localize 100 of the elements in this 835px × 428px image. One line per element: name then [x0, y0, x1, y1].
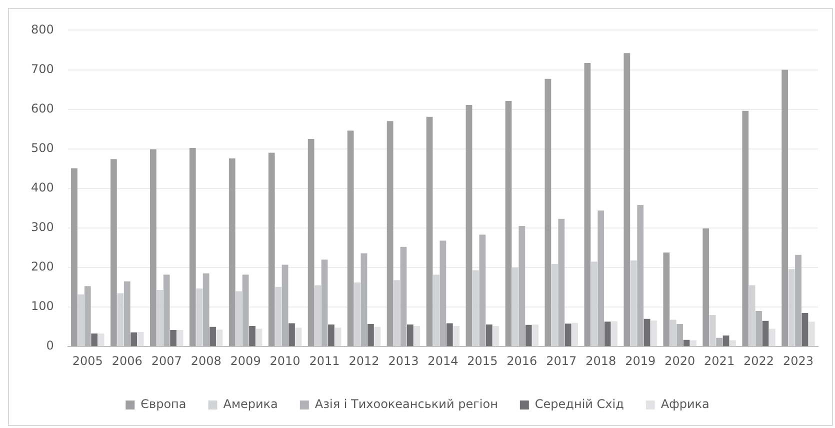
bar: [611, 321, 618, 346]
bar: [604, 322, 611, 346]
x-tick-label: 2022: [744, 354, 774, 368]
bar: [98, 334, 104, 346]
bar: [150, 149, 156, 346]
bar: [544, 78, 552, 346]
x-tick-label: 2012: [348, 354, 380, 368]
x-tick-label: 2005: [72, 354, 103, 368]
bar: [598, 210, 604, 346]
bar: [630, 260, 637, 346]
bar: [572, 322, 578, 346]
bar: [730, 340, 736, 346]
bar: [650, 320, 657, 346]
bar: [492, 326, 500, 346]
bar: [360, 253, 368, 346]
x-tick-label: 2020: [664, 354, 696, 368]
bar: [670, 320, 676, 346]
bar: [394, 280, 400, 346]
bar: [453, 326, 460, 346]
bar: [328, 324, 334, 346]
bar: [406, 324, 414, 346]
bar: [709, 314, 716, 346]
bar: [117, 293, 124, 346]
bar: [210, 326, 216, 346]
bar: [564, 324, 572, 346]
bar: [795, 254, 802, 346]
bar: [769, 328, 776, 346]
bar: [78, 294, 84, 346]
bar: [663, 252, 670, 346]
bar: [130, 332, 138, 346]
bar: [308, 138, 314, 346]
bar: [314, 285, 321, 346]
x-tick-label: 2009: [230, 354, 261, 368]
y-tick-label: 0: [46, 338, 54, 353]
bar: [584, 63, 591, 346]
y-tick-label: 600: [31, 101, 54, 116]
y-tick-label: 800: [31, 22, 54, 36]
bar: [466, 104, 472, 346]
bar: [426, 116, 433, 346]
bar: [782, 70, 788, 346]
bar: [334, 328, 342, 346]
bar: [479, 234, 486, 346]
y-tick-label: 400: [31, 180, 54, 195]
bar: [268, 152, 275, 346]
bar: [84, 286, 91, 346]
bar: [472, 270, 479, 346]
bar: [486, 324, 492, 346]
bar: [256, 328, 262, 346]
bar: [808, 322, 815, 346]
bar: [532, 324, 539, 346]
bar: [163, 274, 170, 346]
bar: [354, 282, 360, 346]
bar: [386, 121, 394, 346]
bar: [683, 340, 690, 346]
bar: [156, 290, 164, 346]
legend-label: Азія і Тихоокеанський регіон: [314, 397, 498, 412]
x-tick-label: 2013: [388, 354, 419, 368]
bar: [137, 332, 144, 346]
bar: [748, 285, 756, 346]
bar: [124, 281, 130, 346]
bar: [525, 324, 532, 346]
bar: [512, 268, 518, 346]
y-tick-label: 700: [31, 62, 54, 76]
bar: [637, 205, 644, 346]
bar: [288, 323, 295, 346]
bar: [400, 246, 407, 346]
x-tick-label: 2008: [190, 354, 222, 368]
bar: [91, 334, 98, 346]
y-tick-label: 100: [31, 299, 54, 314]
bar: [762, 320, 769, 346]
bar: [440, 240, 446, 346]
legend-label: Америка: [223, 397, 278, 412]
bar: [71, 168, 78, 346]
x-tick-label: 2023: [782, 354, 814, 368]
y-tick-label: 200: [31, 260, 54, 274]
bar: [690, 340, 696, 346]
bar: [414, 326, 420, 346]
bar: [189, 148, 196, 346]
bar: [590, 262, 598, 346]
x-tick-label: 2011: [309, 354, 340, 368]
bar: [321, 260, 328, 346]
bar: [275, 286, 282, 346]
bar: [236, 291, 242, 346]
bar: [282, 264, 288, 346]
bar: [249, 326, 256, 346]
x-tick-label: 2006: [112, 354, 142, 368]
bar: [228, 158, 236, 346]
x-tick-label: 2019: [625, 354, 656, 368]
bar: [196, 288, 203, 346]
bar: [433, 274, 440, 346]
bar: [756, 311, 762, 346]
bar: [295, 328, 302, 346]
bar: [216, 330, 223, 346]
bar: [676, 324, 684, 346]
x-tick-label: 2007: [151, 354, 182, 368]
x-tick-label: 2017: [546, 354, 577, 368]
bar: [788, 269, 795, 346]
x-tick-label: 2016: [506, 354, 538, 368]
bar: [374, 326, 381, 346]
bar: [505, 100, 512, 346]
